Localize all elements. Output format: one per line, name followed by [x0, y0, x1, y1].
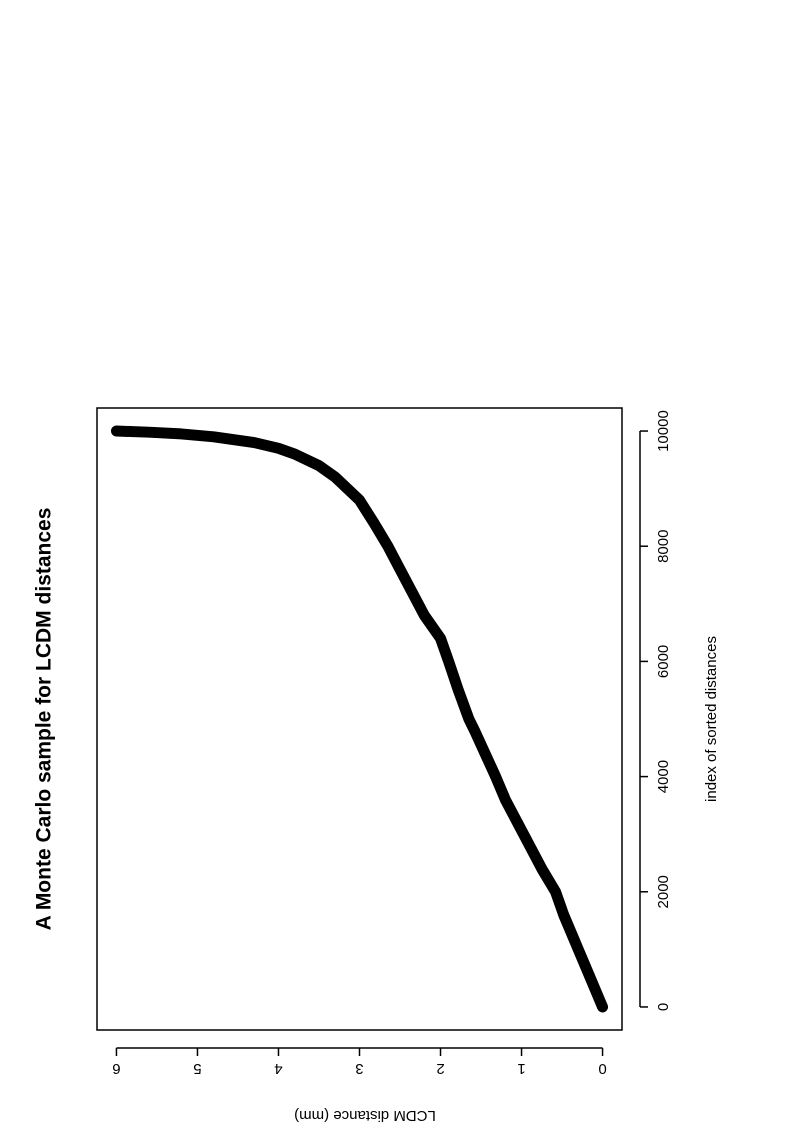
x-axis-label: index of sorted distances [703, 636, 720, 802]
y-tick-label: 6 [112, 1060, 120, 1077]
x-tick-label: 6000 [655, 645, 672, 678]
y-tick-label: 3 [355, 1060, 363, 1077]
y-tick-label: 5 [193, 1060, 201, 1077]
y-tick-label: 0 [598, 1060, 606, 1077]
y-tick-label: 4 [274, 1060, 282, 1077]
rotated-plot: A Monte Carlo sample for LCDM distances … [33, 407, 720, 1124]
x-tick-label: 8000 [655, 530, 672, 563]
x-tick-label: 0 [655, 1003, 672, 1011]
plot-box [96, 407, 623, 1031]
y-tick-label: 1 [517, 1060, 525, 1077]
y-axis-label: LCDM distance (mm) [294, 1107, 436, 1124]
chart-title: A Monte Carlo sample for LCDM distances [33, 508, 56, 931]
data-line [110, 425, 609, 1013]
x-tick-label: 2000 [655, 875, 672, 908]
x-tick-label: 10000 [655, 410, 672, 452]
x-tick-label: 4000 [655, 760, 672, 793]
y-tick-label: 2 [436, 1060, 444, 1077]
